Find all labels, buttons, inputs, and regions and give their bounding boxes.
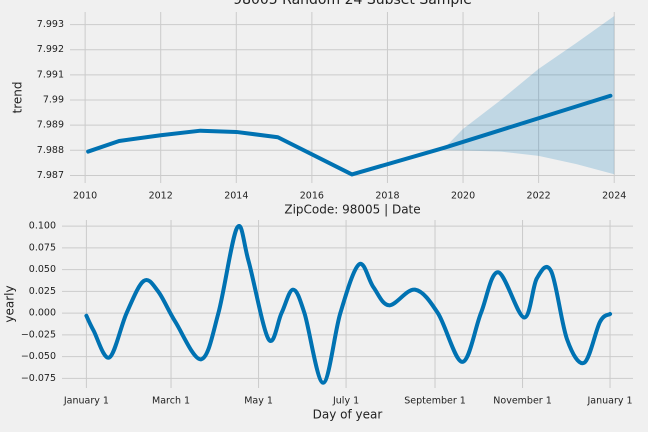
y-tick-label: 7.987 [37, 170, 64, 181]
y-tick-label: 0.025 [29, 286, 56, 297]
y-axis-label: trend [11, 82, 25, 114]
x-axis-label: Day of year [313, 408, 383, 422]
y-tick-label: 7.993 [37, 19, 64, 30]
y-tick-label: −0.050 [21, 351, 56, 362]
y-tick-label: 7.99 [43, 95, 64, 106]
y-tick-label: 0.050 [29, 264, 56, 275]
y-tick-label: 7.991 [37, 69, 64, 80]
x-tick-label: 2012 [149, 191, 173, 202]
x-tick-label: 2022 [527, 191, 551, 202]
x-tick-label: 2014 [224, 191, 248, 202]
y-tick-label: 0.100 [29, 221, 56, 232]
uncertainty-band [444, 16, 615, 175]
line [86, 93, 613, 177]
x-tick-label: January 1 [63, 396, 109, 407]
x-tick-label: September 1 [404, 396, 466, 407]
x-tick-label: 2010 [73, 191, 97, 202]
y-tick-label: 7.988 [37, 145, 64, 156]
x-tick-label: July 1 [332, 396, 359, 407]
chart-title: 98005 Random 24 Subset Sample [233, 0, 472, 8]
y-tick-label: −0.025 [21, 329, 56, 340]
x-tick-label: May 1 [244, 396, 273, 407]
y-tick-label: 7.992 [37, 44, 64, 55]
y-axis-label: yearly [3, 285, 17, 322]
x-tick-label: 2016 [300, 191, 324, 202]
y-tick-label: 0.075 [29, 242, 56, 253]
x-tick-label: March 1 [152, 396, 190, 407]
y-tick-label: 0.000 [29, 308, 56, 319]
x-tick-label: November 1 [493, 396, 551, 407]
x-axis-label: ZipCode: 98005 | Date [284, 203, 420, 217]
y-tick-label: 7.989 [37, 120, 64, 131]
y-tick-label: −0.075 [21, 373, 56, 384]
x-tick-label: 2018 [375, 191, 399, 202]
x-tick-label: 2024 [602, 191, 626, 202]
x-tick-label: January 1 [586, 396, 632, 407]
x-tick-label: 2020 [451, 191, 475, 202]
line [84, 223, 613, 385]
